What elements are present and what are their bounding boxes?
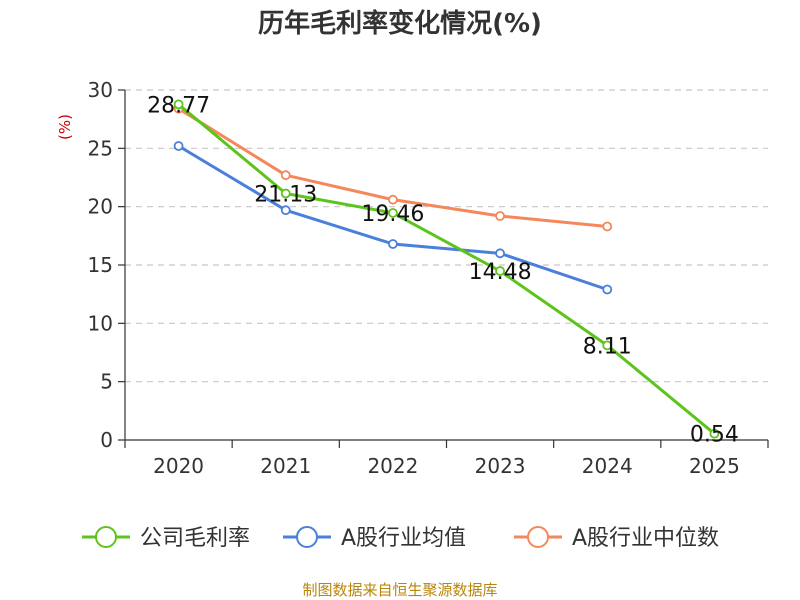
legend-label: 公司毛利率 bbox=[140, 526, 250, 551]
y-axis-unit: (%) bbox=[56, 114, 74, 140]
data-point bbox=[280, 188, 291, 199]
data-point bbox=[173, 99, 184, 110]
data-label: 8.11 bbox=[583, 334, 632, 359]
data-point bbox=[388, 208, 398, 218]
legend-marker bbox=[296, 526, 318, 548]
legend: 公司毛利率 A股行业均值 A股行业中位数 bbox=[82, 526, 719, 551]
data-label: 28.77 bbox=[147, 93, 210, 118]
legend-label: A股行业均值 bbox=[341, 526, 466, 551]
data-point bbox=[388, 194, 398, 205]
data-point bbox=[495, 248, 505, 259]
data-point bbox=[602, 221, 613, 232]
data-point bbox=[495, 211, 505, 221]
data-point bbox=[388, 239, 398, 249]
data-point bbox=[280, 170, 291, 181]
source-note: 制图数据来自恒生聚源数据库 bbox=[302, 581, 497, 599]
y-tick-label: 10 bbox=[88, 311, 113, 335]
data-point bbox=[173, 141, 184, 151]
x-tick-label: 2024 bbox=[582, 454, 633, 478]
y-tick-label: 0 bbox=[100, 428, 113, 452]
y-tick-label: 25 bbox=[88, 136, 113, 160]
y-tick-label: 30 bbox=[88, 78, 113, 102]
data-label: 19.46 bbox=[361, 202, 424, 227]
y-tick-label: 20 bbox=[88, 195, 113, 219]
data-point bbox=[495, 266, 505, 276]
data-point bbox=[602, 284, 613, 295]
x-tick-label: 2020 bbox=[153, 454, 204, 478]
series-line-0 bbox=[177, 103, 716, 435]
y-tick-label: 5 bbox=[100, 370, 113, 394]
data-label: 0.54 bbox=[690, 423, 739, 448]
x-tick-label: 2023 bbox=[475, 454, 526, 478]
legend-label: A股行业中位数 bbox=[572, 526, 719, 551]
legend-marker bbox=[95, 526, 117, 548]
data-label: 21.13 bbox=[254, 182, 317, 207]
x-tick-label: 2025 bbox=[689, 454, 740, 478]
legend-marker bbox=[527, 526, 549, 548]
x-tick-label: 2022 bbox=[367, 454, 418, 478]
chart-title: 历年毛利率变化情况(%) bbox=[258, 8, 542, 39]
series-lines bbox=[173, 99, 720, 439]
y-tick-label: 15 bbox=[88, 253, 113, 277]
data-label: 14.48 bbox=[469, 260, 532, 285]
x-tick-label: 2021 bbox=[260, 454, 311, 478]
data-labels: 28.77 21.13 19.46 14.48 8.11 0.54 bbox=[147, 93, 739, 447]
data-point bbox=[280, 205, 291, 216]
data-point bbox=[602, 340, 613, 351]
data-point bbox=[709, 428, 720, 439]
